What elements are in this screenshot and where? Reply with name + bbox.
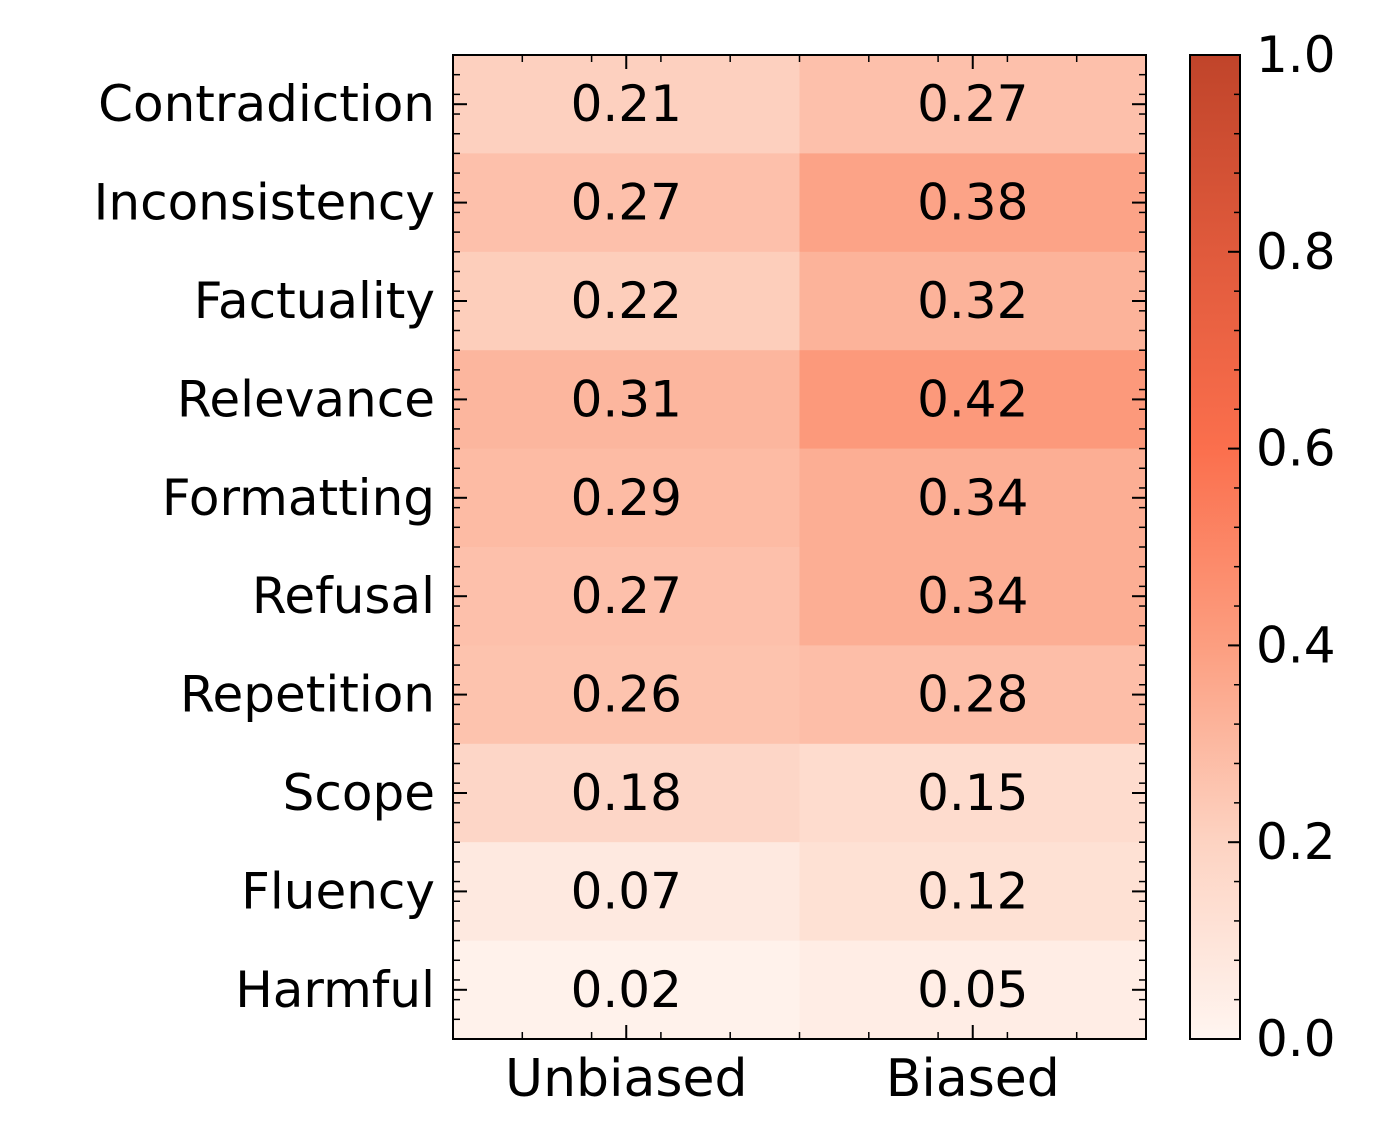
row-label: Harmful xyxy=(235,961,435,1019)
cell-value-label: 0.02 xyxy=(571,961,682,1019)
cell-value-label: 0.26 xyxy=(571,666,682,724)
cell-value-label: 0.38 xyxy=(917,174,1028,232)
heatmap-cell-contradiction-unbiased xyxy=(453,55,800,154)
colorbar-tick-label: 0.4 xyxy=(1256,616,1336,674)
axis-ticks xyxy=(452,54,1147,1040)
cell-value-label: 0.27 xyxy=(571,567,682,625)
heatmap-cell-repetition-biased xyxy=(799,645,1147,745)
column-label: Unbiased xyxy=(505,1049,747,1109)
row-label: Formatting xyxy=(162,469,435,527)
row-label: Factuality xyxy=(194,272,435,330)
row-label: Repetition xyxy=(180,666,435,724)
cell-value-label: 0.07 xyxy=(571,862,682,920)
heatmap-cell-fluency-unbiased xyxy=(453,842,800,942)
heatmap-cells xyxy=(453,55,1147,1040)
cell-value-label: 0.28 xyxy=(917,666,1028,724)
colorbar xyxy=(1189,54,1241,1040)
row-label: Inconsistency xyxy=(94,174,435,232)
heatmap-cell-relevance-unbiased xyxy=(453,350,800,450)
heatmap-cell-harmful-biased xyxy=(799,940,1147,1040)
x-axis-labels: Unbiased Biased xyxy=(505,1049,1060,1109)
row-label: Fluency xyxy=(241,862,435,920)
heatmap-cell-formatting-biased xyxy=(799,448,1147,548)
cell-value-label: 0.27 xyxy=(917,75,1028,133)
cell-value-label: 0.18 xyxy=(571,764,682,822)
colorbar-tick-label: 0.6 xyxy=(1256,420,1336,478)
row-label: Scope xyxy=(283,764,435,822)
cell-value-label: 0.31 xyxy=(571,370,682,428)
heatmap-cell-scope-unbiased xyxy=(453,743,800,843)
heatmap-cell-repetition-unbiased xyxy=(453,645,800,745)
heatmap-cell-inconsistency-unbiased xyxy=(453,153,800,253)
cell-value-label: 0.29 xyxy=(571,469,682,527)
cell-value-label: 0.21 xyxy=(571,75,682,133)
y-axis-labels: Contradiction Inconsistency Factuality Rele… xyxy=(94,75,435,1019)
heatmap-cell-harmful-unbiased xyxy=(453,940,800,1040)
colorbar-ticks xyxy=(1228,54,1240,1040)
colorbar-tick-label: 1.0 xyxy=(1256,26,1336,84)
heatmap-cell-contradiction-biased xyxy=(799,55,1147,154)
colorbar-tick-label: 0.8 xyxy=(1256,223,1336,281)
heatmap-cell-fluency-biased xyxy=(799,842,1147,942)
cell-value-label: 0.22 xyxy=(571,272,682,330)
colorbar-labels: 0.0 0.2 0.4 0.6 0.8 1.0 xyxy=(1256,26,1336,1068)
cell-value-label: 0.34 xyxy=(917,567,1028,625)
colorbar-tick-label: 0.2 xyxy=(1256,813,1336,871)
heatmap-cell-factuality-unbiased xyxy=(453,251,800,351)
cell-value-label: 0.27 xyxy=(571,174,682,232)
heatmap-cell-scope-biased xyxy=(799,743,1147,843)
heatmap-cell-refusal-unbiased xyxy=(453,547,800,646)
heatmap-cell-formatting-unbiased xyxy=(453,448,800,548)
cell-value-label: 0.15 xyxy=(917,764,1028,822)
row-label: Contradiction xyxy=(98,75,435,133)
heatmap-cell-factuality-biased xyxy=(799,251,1147,351)
cell-value-label: 0.34 xyxy=(917,469,1028,527)
cell-value-label: 0.12 xyxy=(917,862,1028,920)
row-label: Relevance xyxy=(177,370,435,428)
cell-value-label: 0.05 xyxy=(917,961,1028,1019)
cell-value-label: 0.32 xyxy=(917,272,1028,330)
heatmap-cell-inconsistency-biased xyxy=(799,153,1147,253)
heatmap-cell-labels: 0.21 0.27 0.27 0.38 0.22 0.32 0.31 0.42 0.29 0.34… xyxy=(571,75,1029,1019)
column-label: Biased xyxy=(886,1049,1060,1109)
cell-value-label: 0.42 xyxy=(917,370,1028,428)
row-label: Refusal xyxy=(252,567,435,625)
colorbar-tick-label: 0.0 xyxy=(1256,1010,1336,1068)
heatmap-cell-relevance-biased xyxy=(799,350,1147,450)
heatmap-cell-refusal-biased xyxy=(799,547,1147,646)
